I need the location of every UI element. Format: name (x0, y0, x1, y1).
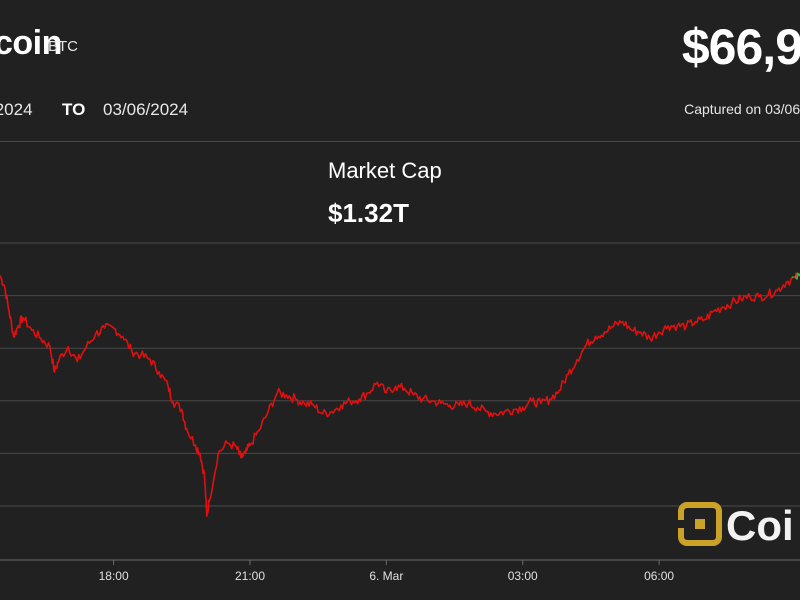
price-line-segment (24, 316, 29, 328)
price-line-segment (191, 435, 195, 447)
price-line-segment (267, 404, 271, 413)
price-line-segment (753, 293, 757, 302)
x-axis-ticks: 18:00 21:00 6. Mar 03:00 06:00 (99, 560, 674, 583)
price-line-segment (49, 345, 52, 354)
coindesk-logo-icon (678, 502, 722, 546)
price-line-segment (181, 411, 185, 421)
price-line-segment (759, 294, 763, 302)
x-tick-label: 06:00 (644, 569, 674, 583)
market-cap-value: $1.32T (328, 198, 409, 228)
price-line-segment (579, 351, 583, 358)
price-line-segment (382, 384, 386, 393)
price-line-segment (215, 452, 219, 467)
ticker-symbol: BTC (48, 38, 78, 55)
price-line-segment (788, 278, 792, 286)
price-line-segment (32, 329, 36, 336)
price-line-segment (165, 379, 169, 388)
price-line-segment (293, 393, 297, 400)
price-line-segment (55, 361, 59, 369)
price-line-segment (15, 327, 18, 336)
price-line-segment (364, 392, 368, 401)
price-line-segment (199, 452, 202, 462)
price-line (0, 272, 800, 517)
price-line-segment (315, 404, 320, 414)
price-line-segment (341, 400, 345, 410)
price-line-segment (0, 277, 4, 286)
price-line-segment (371, 382, 376, 391)
price-line-segment (114, 328, 118, 337)
x-tick-label: 03:00 (508, 569, 538, 583)
price-line-segment (214, 464, 218, 473)
price-line-segment (553, 391, 557, 400)
price-line-segment (10, 321, 13, 333)
price-line-segment (729, 302, 733, 310)
watermark-text: Coi (726, 502, 794, 549)
price-line-segment (570, 368, 574, 375)
price-line-segment (547, 398, 551, 406)
price-line-segment (252, 432, 256, 445)
price-line-segment (168, 387, 172, 398)
price-line-segment (67, 345, 71, 354)
x-tick-label: 21:00 (235, 569, 265, 583)
price-line-segment (624, 321, 629, 330)
price-line-segment (661, 328, 665, 336)
price-line-segment (9, 316, 13, 324)
price-line-segment (211, 479, 215, 491)
price-line-segment (768, 288, 773, 299)
price-line-segment (178, 402, 182, 413)
price-line-segment (783, 281, 788, 289)
price-line-segment (741, 295, 745, 302)
price-line-segment (37, 330, 41, 339)
chart-grid (0, 242, 800, 561)
x-tick-label: 18:00 (99, 569, 129, 583)
price-line-segment (153, 361, 157, 371)
x-tick-label: 6. Mar (369, 569, 403, 583)
price-line-segment (359, 394, 363, 403)
price-line-segment (209, 488, 213, 499)
price-line-segment (532, 397, 536, 406)
price-line-segment (8, 310, 11, 319)
market-cap-label: Market Cap (328, 158, 442, 183)
price-line-segment (184, 421, 187, 431)
price-line-segment (6, 294, 9, 303)
price-line-segment (18, 316, 22, 329)
price-line-segment (99, 326, 103, 335)
price-line-segment (511, 408, 515, 416)
captured-timestamp: Captured on 03/06/ (684, 101, 800, 117)
price-line-segment (129, 343, 133, 352)
price-line-segment (385, 386, 389, 394)
price-line-segment (564, 374, 568, 384)
price-line-segment (271, 399, 276, 408)
coin-name: coin (0, 24, 62, 62)
price-line-segment (559, 380, 563, 391)
date-from: /2024 (0, 100, 33, 119)
price-line-segment (690, 319, 694, 327)
price-line-segment (685, 320, 689, 327)
current-price: $66,9 (681, 19, 800, 75)
date-to: 03/06/2024 (103, 100, 189, 119)
price-line-segment (259, 420, 263, 430)
header-divider (0, 141, 800, 142)
date-range-to-label: TO (62, 100, 86, 119)
price-line-segment (468, 399, 473, 407)
price-line-segment (6, 301, 10, 309)
price-line-segment (52, 358, 55, 371)
price-line-segment (535, 398, 539, 408)
price-line-segment (708, 310, 712, 320)
price-line-segment (400, 382, 404, 392)
price-line-segment (203, 469, 206, 478)
price-line-segment (212, 470, 216, 482)
